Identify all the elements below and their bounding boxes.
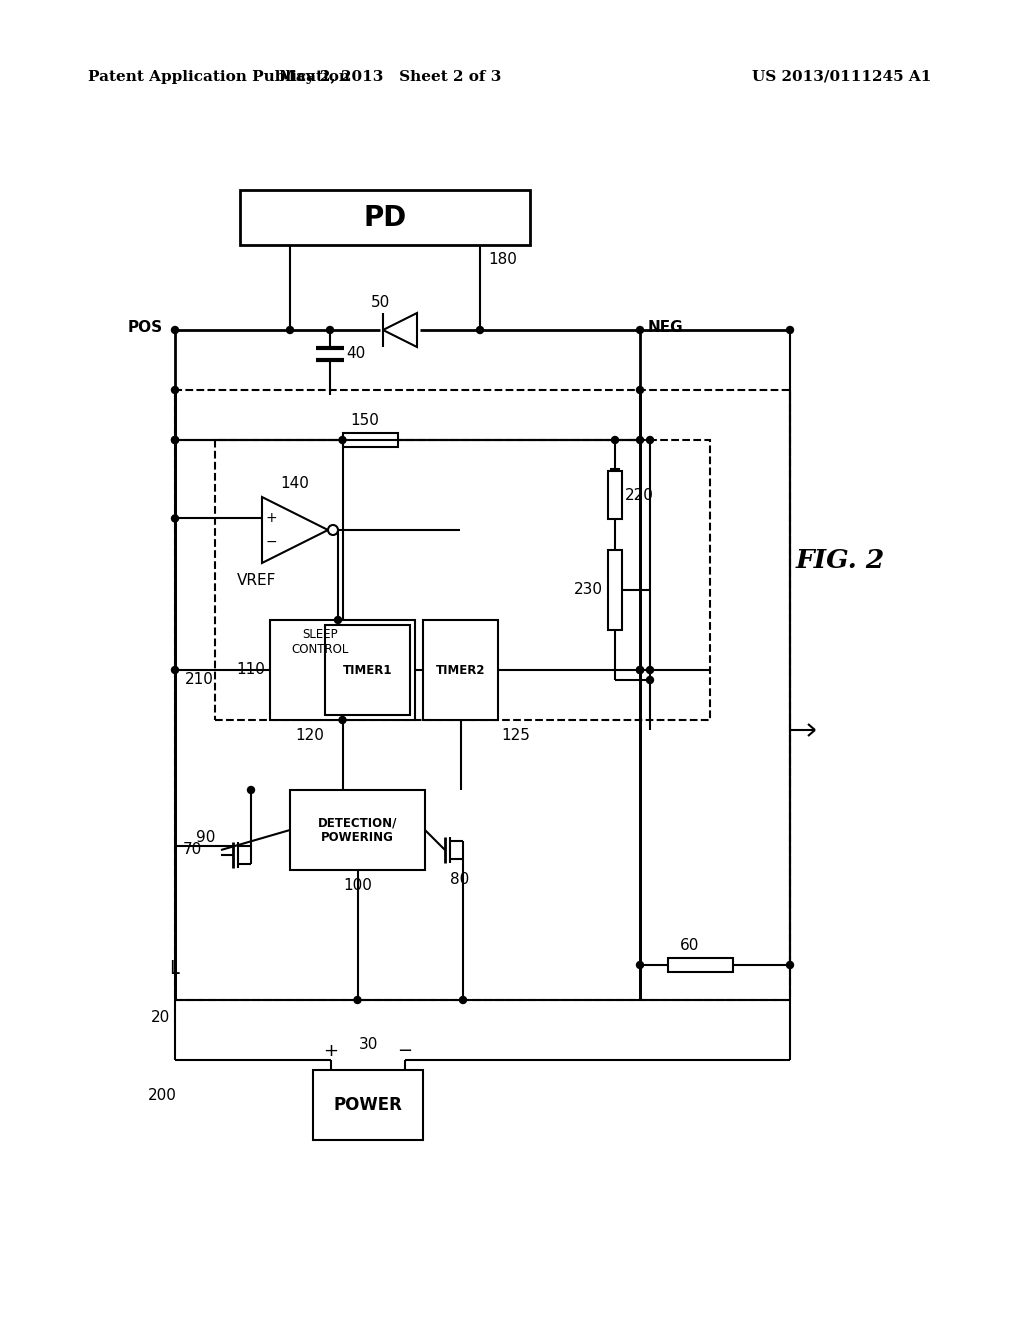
Circle shape (248, 787, 255, 793)
Circle shape (335, 616, 341, 623)
Text: 90: 90 (196, 829, 215, 845)
Text: DETECTION/
POWERING: DETECTION/ POWERING (317, 816, 397, 843)
Text: +: + (324, 1041, 339, 1060)
Circle shape (327, 326, 334, 334)
Text: 50: 50 (372, 294, 390, 310)
Bar (608, 550, 622, 630)
Text: 100: 100 (343, 878, 372, 894)
Bar (175, 389, 790, 1001)
Text: Patent Application Publication: Patent Application Publication (88, 70, 350, 84)
Circle shape (646, 667, 653, 673)
Bar (325, 624, 410, 715)
Text: POS: POS (128, 321, 163, 335)
Text: −: − (265, 535, 276, 549)
Text: 210: 210 (185, 672, 214, 688)
Text: 20: 20 (151, 1010, 170, 1026)
Circle shape (786, 961, 794, 969)
Circle shape (637, 437, 643, 444)
Bar (215, 440, 710, 719)
Bar (342, 433, 397, 447)
Circle shape (460, 997, 467, 1003)
Circle shape (646, 676, 653, 684)
Circle shape (637, 667, 643, 673)
Text: US 2013/0111245 A1: US 2013/0111245 A1 (752, 70, 932, 84)
Text: 110: 110 (237, 663, 265, 677)
Text: +: + (265, 511, 276, 525)
Circle shape (476, 326, 483, 334)
Bar (608, 471, 622, 519)
Circle shape (646, 437, 653, 444)
Text: 150: 150 (350, 413, 380, 428)
Circle shape (339, 717, 346, 723)
Text: 230: 230 (574, 582, 603, 598)
Text: 200: 200 (148, 1088, 177, 1102)
Text: 180: 180 (488, 252, 517, 268)
Text: −: − (397, 1041, 413, 1060)
Circle shape (637, 961, 643, 969)
Circle shape (171, 437, 178, 444)
Text: 220: 220 (625, 487, 654, 503)
Circle shape (354, 997, 361, 1003)
Text: VREF: VREF (238, 573, 276, 587)
Text: 30: 30 (358, 1038, 378, 1052)
Text: NEG: NEG (648, 321, 684, 335)
Circle shape (171, 387, 178, 393)
Text: POWER: POWER (334, 1096, 402, 1114)
Text: 70: 70 (183, 842, 203, 858)
Text: May 2, 2013   Sheet 2 of 3: May 2, 2013 Sheet 2 of 3 (279, 70, 501, 84)
Circle shape (786, 326, 794, 334)
Circle shape (637, 667, 643, 673)
Text: SLEEP
CONTROL: SLEEP CONTROL (291, 628, 349, 656)
Bar (668, 958, 732, 972)
Circle shape (637, 326, 643, 334)
Circle shape (171, 437, 178, 444)
Bar (423, 620, 498, 719)
Text: 120: 120 (296, 729, 325, 743)
Circle shape (287, 326, 294, 334)
Circle shape (339, 437, 346, 444)
Circle shape (171, 326, 178, 334)
Text: FIG. 2: FIG. 2 (796, 548, 885, 573)
Circle shape (637, 387, 643, 393)
Text: TIMER2: TIMER2 (436, 664, 485, 676)
Text: 125: 125 (501, 729, 529, 743)
Bar (313, 1071, 423, 1140)
Bar (290, 789, 425, 870)
Circle shape (171, 667, 178, 673)
Bar (270, 620, 415, 719)
Text: 80: 80 (450, 873, 469, 887)
Text: 40: 40 (346, 346, 366, 362)
Text: PD: PD (364, 203, 407, 231)
Text: 140: 140 (281, 477, 309, 491)
Text: └: └ (165, 965, 178, 985)
Text: TIMER1: TIMER1 (343, 664, 392, 676)
Circle shape (611, 437, 618, 444)
Text: 60: 60 (680, 939, 699, 953)
Circle shape (171, 515, 178, 521)
Bar (240, 190, 530, 246)
